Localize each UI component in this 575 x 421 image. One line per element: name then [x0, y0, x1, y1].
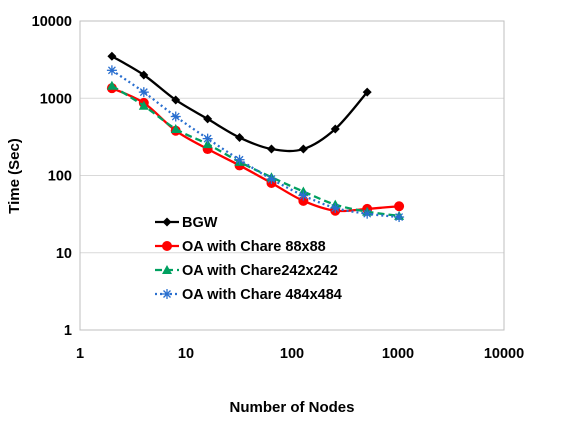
- x-axis-ticks: 1 10 100 1000 10000: [76, 346, 524, 362]
- data-point: [170, 123, 181, 133]
- legend-label: OA with Chare 88x88: [182, 239, 326, 255]
- x-axis-title: Number of Nodes: [229, 399, 354, 416]
- legend-label: BGW: [182, 215, 218, 231]
- legend: BGW OA with Chare 88x88 OA with Chare242x2…: [155, 215, 342, 303]
- data-point: [139, 70, 149, 80]
- x-tick-label: 1: [76, 346, 84, 362]
- x-tick-label: 10000: [484, 346, 524, 362]
- legend-item: OA with Chare 484x484: [155, 287, 342, 303]
- y-tick-label: 10: [56, 246, 72, 262]
- y-tick-label: 100: [48, 169, 72, 185]
- series-4: [106, 65, 405, 223]
- y-axis-title: Time (Sec): [6, 138, 23, 214]
- y-tick-label: 1: [64, 323, 72, 339]
- legend-item: BGW: [155, 215, 218, 231]
- data-point: [266, 174, 277, 185]
- data-point: [330, 202, 341, 213]
- data-point: [138, 87, 149, 98]
- y-tick-label: 10000: [32, 14, 72, 30]
- plot-area-border: [79, 20, 505, 331]
- legend-label: OA with Chare 484x484: [182, 287, 342, 303]
- data-point: [330, 124, 340, 134]
- series-lines: [106, 51, 405, 223]
- data-point: [266, 144, 276, 154]
- data-point: [107, 51, 117, 61]
- legend-label: OA with Chare242x242: [182, 263, 338, 279]
- data-point: [138, 100, 149, 110]
- gridlines: [80, 20, 504, 331]
- data-point: [171, 95, 181, 105]
- legend-item: OA with Chare 88x88: [155, 239, 326, 255]
- x-tick-label: 10: [178, 346, 194, 362]
- data-point: [362, 208, 373, 219]
- data-point: [394, 212, 405, 223]
- legend-swatch-marker: [162, 289, 172, 299]
- legend-swatch-marker: [162, 241, 172, 251]
- data-point: [170, 111, 181, 122]
- x-tick-label: 100: [280, 346, 304, 362]
- x-tick-label: 1000: [382, 346, 414, 362]
- data-point: [106, 80, 117, 90]
- data-point: [394, 201, 405, 212]
- data-point: [298, 190, 309, 201]
- data-point: [362, 87, 372, 97]
- data-point: [202, 133, 213, 144]
- legend-item: OA with Chare242x242: [155, 263, 338, 279]
- y-axis-ticks: 1 10 100 1000 10000: [32, 14, 72, 339]
- series-line: [111, 84, 400, 218]
- data-point: [298, 144, 308, 154]
- data-point: [235, 133, 245, 143]
- series-1: [107, 51, 372, 154]
- legend-swatch-marker: [162, 265, 172, 274]
- legend-swatch-marker: [162, 217, 172, 227]
- data-point: [234, 154, 245, 165]
- data-point: [106, 65, 117, 76]
- data-point: [203, 114, 213, 124]
- y-tick-label: 1000: [40, 91, 72, 107]
